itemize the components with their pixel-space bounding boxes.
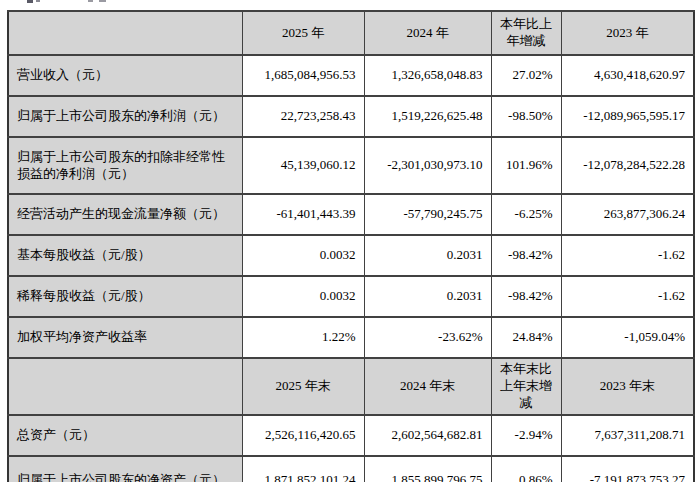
- value-cell: 45,139,060.12: [242, 137, 364, 194]
- value-cell: 2,526,116,420.65: [242, 415, 364, 456]
- header-cell-2025-end: 2025 年末: [242, 358, 364, 415]
- value-cell: -12,089,965,595.17: [561, 96, 694, 137]
- table-row-operating-revenue: 营业收入（元） 1,685,084,956.53 1,326,658,048.8…: [8, 55, 694, 96]
- header-cell-2024: 2024 年: [364, 11, 491, 55]
- row-label: 基本每股收益（元/股）: [8, 235, 242, 276]
- value-cell: 0.86%: [491, 456, 561, 482]
- row-label: 归属于上市公司股东的净利润（元）: [8, 96, 242, 137]
- table-header-annual: 2025 年 2024 年 本年比上年增减 2023 年: [8, 11, 694, 55]
- value-cell: 263,877,306.24: [561, 194, 694, 235]
- value-cell: -2,301,030,973.10: [364, 137, 491, 194]
- header-cell-blank: [8, 11, 242, 55]
- value-cell: -98.42%: [491, 276, 561, 317]
- row-label: 归属于上市公司股东的扣除非经常性损益的净利润（元）: [8, 137, 242, 194]
- financial-summary-table: 2025 年 2024 年 本年比上年增减 2023 年 营业收入（元） 1,6…: [7, 10, 695, 482]
- value-cell: -7,191,873,753.27: [561, 456, 694, 482]
- value-cell: -98.42%: [491, 235, 561, 276]
- value-cell: 0.0032: [242, 276, 364, 317]
- value-cell: -6.25%: [491, 194, 561, 235]
- clipped-text-fragment: [27, 0, 33, 3]
- table-row-operating-cash-flow: 经营活动产生的现金流量净额（元） -61,401,443.39 -57,790,…: [8, 194, 694, 235]
- header-cell-blank: [8, 358, 242, 415]
- row-label: 归属于上市公司股东的净资产（元）: [8, 456, 242, 482]
- value-cell: 0.0032: [242, 235, 364, 276]
- table-row-net-assets: 归属于上市公司股东的净资产（元） 1,871,852,101.24 1,855,…: [8, 456, 694, 482]
- header-cell-2023-end: 2023 年末: [561, 358, 694, 415]
- value-cell: 1,855,899,796.75: [364, 456, 491, 482]
- table-header-period-end: 2025 年末 2024 年末 本年末比上年末增减 2023 年末: [8, 358, 694, 415]
- clipped-text-fragment: [99, 0, 106, 2]
- value-cell: -61,401,443.39: [242, 194, 364, 235]
- table-row-net-profit: 归属于上市公司股东的净利润（元） 22,723,258.43 1,519,226…: [8, 96, 694, 137]
- value-cell: -57,790,245.75: [364, 194, 491, 235]
- value-cell: 1,685,084,956.53: [242, 55, 364, 96]
- row-label: 营业收入（元）: [8, 55, 242, 96]
- value-cell: 0.2031: [364, 276, 491, 317]
- clipped-text-fragment: [36, 0, 40, 2]
- header-cell-yoy-change: 本年比上年增减: [491, 11, 561, 55]
- value-cell: -98.50%: [491, 96, 561, 137]
- clipped-text-fragment: [88, 0, 93, 2]
- table-row-basic-eps: 基本每股收益（元/股） 0.0032 0.2031 -98.42% -1.62: [8, 235, 694, 276]
- row-label: 稀释每股收益（元/股）: [8, 276, 242, 317]
- value-cell: -2.94%: [491, 415, 561, 456]
- value-cell: -1.62: [561, 276, 694, 317]
- report-page: { "table": { "colors": { "header_bg": "#…: [0, 0, 700, 482]
- table-row-weighted-avg-roe: 加权平均净资产收益率 1.22% -23.62% 24.84% -1,059.0…: [8, 317, 694, 358]
- header-cell-2023: 2023 年: [561, 11, 694, 55]
- value-cell: 1.22%: [242, 317, 364, 358]
- header-cell-end-change: 本年末比上年末增减: [491, 358, 561, 415]
- row-label: 经营活动产生的现金流量净额（元）: [8, 194, 242, 235]
- table-row-total-assets: 总资产（元） 2,526,116,420.65 2,602,564,682.81…: [8, 415, 694, 456]
- table-row-net-profit-excl-nonrecurring: 归属于上市公司股东的扣除非经常性损益的净利润（元） 45,139,060.12 …: [8, 137, 694, 194]
- header-cell-2025: 2025 年: [242, 11, 364, 55]
- value-cell: 24.84%: [491, 317, 561, 358]
- value-cell: 27.02%: [491, 55, 561, 96]
- value-cell: 2,602,564,682.81: [364, 415, 491, 456]
- value-cell: -1.62: [561, 235, 694, 276]
- value-cell: 1,871,852,101.24: [242, 456, 364, 482]
- row-label: 总资产（元）: [8, 415, 242, 456]
- value-cell: 7,637,311,208.71: [561, 415, 694, 456]
- value-cell: 1,519,226,625.48: [364, 96, 491, 137]
- value-cell: 0.2031: [364, 235, 491, 276]
- value-cell: -12,078,284,522.28: [561, 137, 694, 194]
- value-cell: -23.62%: [364, 317, 491, 358]
- row-label: 加权平均净资产收益率: [8, 317, 242, 358]
- value-cell: 22,723,258.43: [242, 96, 364, 137]
- value-cell: -1,059.04%: [561, 317, 694, 358]
- value-cell: 4,630,418,620.97: [561, 55, 694, 96]
- table-row-diluted-eps: 稀释每股收益（元/股） 0.0032 0.2031 -98.42% -1.62: [8, 276, 694, 317]
- value-cell: 101.96%: [491, 137, 561, 194]
- header-cell-2024-end: 2024 年末: [364, 358, 491, 415]
- value-cell: 1,326,658,048.83: [364, 55, 491, 96]
